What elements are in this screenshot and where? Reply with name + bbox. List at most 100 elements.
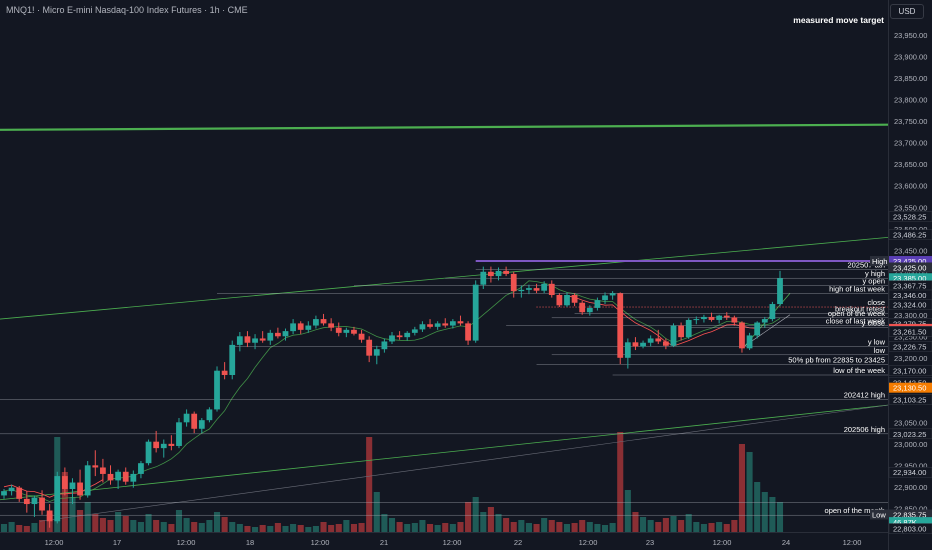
candle-body: [313, 319, 319, 326]
candle-body: [1, 491, 7, 496]
symbol-text[interactable]: MNQ1!: [6, 5, 35, 15]
price-tick: 22,900.00: [894, 483, 927, 492]
volume-bar: [716, 522, 723, 532]
low-tag: Low: [872, 510, 886, 519]
volume-bar: [312, 526, 319, 532]
volume-bar: [0, 524, 8, 532]
volume-bar: [449, 524, 456, 532]
volume-bar: [137, 522, 144, 532]
candle-body: [168, 443, 175, 446]
volume-bar: [358, 523, 365, 532]
candle-body: [39, 497, 45, 511]
volume-bar: [350, 524, 358, 532]
volume-bar: [426, 524, 434, 532]
volume-bar: [61, 472, 68, 532]
price-tag-box: [888, 326, 932, 337]
candle-body: [427, 324, 433, 327]
level-label: close of last week: [826, 317, 885, 326]
volume-bar: [23, 526, 30, 532]
candle-body: [282, 331, 289, 337]
volume-bar: [738, 444, 746, 532]
volume-bar: [541, 518, 548, 532]
price-tag: 23,023.25: [893, 430, 926, 439]
symbol-header[interactable]: MNQ1! · Micro E-mini Nasdaq-100 Index Fu…: [6, 5, 248, 15]
candle-body: [206, 409, 213, 421]
candle-body: [229, 344, 236, 376]
volume-bar: [153, 520, 160, 532]
price-axis[interactable]: 23,950.00 23,900.00 23,850.00 23,800.00 23,7…: [870, 31, 932, 535]
price-tag: 23,170.00: [893, 367, 926, 376]
candle-body: [670, 325, 677, 346]
currency-button[interactable]: USD: [890, 4, 924, 19]
candle-body: [746, 335, 753, 349]
level-label: 202412 high: [844, 390, 885, 399]
price-tag-box: [888, 394, 932, 405]
support-trendline: [39, 404, 889, 522]
volume-bar: [183, 518, 190, 532]
price-tag: 22,803.00: [893, 525, 926, 534]
volume-bar: [366, 437, 373, 532]
volume-bar: [685, 514, 692, 532]
candle-body: [465, 323, 471, 341]
volume-bar: [662, 518, 669, 532]
candle-body: [518, 289, 525, 292]
candle-body: [716, 315, 723, 320]
volume-bar: [480, 512, 487, 532]
candle-body: [396, 335, 403, 338]
volume-bar: [130, 520, 137, 532]
candle-body: [259, 338, 266, 341]
header-sep: ·: [204, 5, 210, 15]
candle-body: [754, 322, 761, 336]
time-tick: 12:00: [311, 538, 330, 547]
volume-bar: [563, 524, 571, 532]
price-tag: 23,528.25: [893, 213, 926, 222]
candle-body: [358, 333, 365, 340]
price-tick: 23,300.00: [894, 311, 927, 320]
volume-bar: [708, 523, 715, 532]
volume-bar: [221, 517, 228, 532]
candle-body: [16, 487, 23, 499]
volume-bar: [776, 502, 784, 532]
candle-body: [723, 315, 730, 318]
candle-body: [411, 329, 418, 333]
candle-body: [214, 370, 220, 410]
candle-body: [274, 332, 281, 337]
candle-body: [678, 325, 684, 338]
volume-bar: [274, 523, 281, 532]
interval-text[interactable]: 1h: [209, 5, 220, 15]
time-tick: 12:00: [713, 538, 732, 547]
volume-bar: [107, 520, 114, 532]
candle-body: [617, 293, 624, 358]
time-tick: 12:00: [579, 538, 598, 547]
candle-body: [503, 270, 510, 274]
candle-body: [328, 323, 335, 328]
price-tick: 23,450.00: [894, 246, 927, 255]
price-tick: 23,850.00: [894, 74, 927, 83]
price-tag: 23,226.75: [893, 342, 926, 351]
price-tag: 22,835.75: [893, 510, 926, 519]
candle-body: [290, 323, 296, 332]
volume-bar: [145, 514, 152, 532]
header-sep: ·: [222, 5, 228, 15]
candle-body: [434, 323, 441, 327]
level-label: y open: [862, 277, 885, 286]
candle-body: [107, 473, 114, 481]
candle-body: [472, 284, 479, 341]
volume-bar: [206, 520, 213, 532]
candle-body: [533, 288, 540, 291]
instrument-title: Micro E-mini Nasdaq-100 Index Futures: [42, 5, 202, 15]
volume-bar: [495, 514, 502, 532]
candle-body: [693, 319, 700, 321]
candle-body: [564, 295, 570, 306]
candle-body: [153, 441, 160, 449]
time-axis[interactable]: 12:00 17 12:00 18 12:00 21 12:00 22 12:00 23 12:00…: [45, 538, 862, 547]
low-tag-box: [870, 509, 888, 520]
candle-body: [761, 319, 768, 323]
volume-bar: [586, 522, 593, 532]
volume-bar: [31, 523, 38, 532]
candle-body: [488, 271, 494, 277]
volume-bar: [229, 522, 236, 532]
volume-bar: [617, 432, 624, 532]
volume-bar: [472, 497, 479, 532]
